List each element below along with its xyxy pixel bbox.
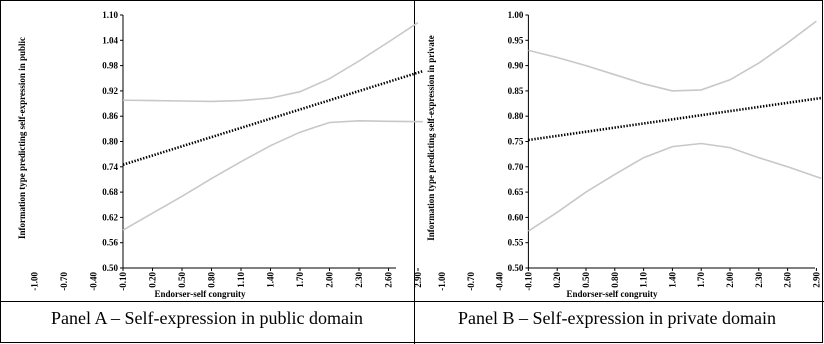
panel-b-x-tick-label: 1.10 <box>639 272 649 288</box>
panel-b-ylabel-wrap: Information type predicting self-express… <box>426 35 436 240</box>
panel-b-y-tick-label: 0.80 <box>508 111 524 121</box>
panel-a-series <box>122 21 424 231</box>
panel-a-ylabel-wrap: Information type predicting self-express… <box>17 37 27 239</box>
panel-b-y-tick-label: 0.65 <box>508 187 524 197</box>
panel-a-x-tick-label: -1.00 <box>30 272 40 291</box>
panel-a-x-tick-label: 2.60 <box>384 272 394 288</box>
panel-b-series-upper-bound <box>528 20 817 92</box>
panel-a-x-tick-label: 0.80 <box>207 272 217 288</box>
panel-b-x-tick-label: 1.40 <box>667 272 677 288</box>
panel-b-ylabel: Information type predicting self-express… <box>426 35 436 240</box>
panel-a-y-tick-label: 1.10 <box>102 10 118 20</box>
panel-a-x-tick-label: 0.50 <box>177 272 187 288</box>
panel-a-y-tick-label: 0.92 <box>102 86 118 96</box>
panel-a-x-tick-label: 1.10 <box>236 272 246 288</box>
panel-a-y-ticks: 0.50 0.56 0.62 0.68 0.74 0.80 0.86 0.92 0.98 1.04… <box>102 10 123 273</box>
panel-b-xlabel: Endorser-self congruity <box>567 289 658 299</box>
panel-a-x-tick-label: 2.00 <box>325 272 335 288</box>
panel-b-x-tick-label: 0.50 <box>581 272 591 288</box>
panel-b-y-tick-label: 0.70 <box>508 162 524 172</box>
panel-a-x-ticks: -1.00 -0.70 -0.40 -0.10 0.20 0.50 0.80 1.10 1.40… <box>30 268 423 291</box>
panel-b-x-tick-label: 0.80 <box>610 272 620 288</box>
panel-b-y-tick-label: 0.50 <box>508 263 524 273</box>
panel-b-y-tick-label: 1.00 <box>508 10 524 20</box>
panel-a-x-tick-label: -0.10 <box>118 272 128 291</box>
panel-a-y-tick-label: 0.68 <box>102 187 118 197</box>
panel-a-y-tick-label: 0.80 <box>102 137 118 147</box>
panel-a-x-tick-label: 0.20 <box>148 272 158 288</box>
panel-a-y-tick-label: 0.62 <box>102 212 118 222</box>
panel-a-y-tick-label: 1.04 <box>102 35 118 45</box>
panel-a-series-lower-bound <box>122 119 423 231</box>
panel-b-x-tick-label: 1.70 <box>696 272 706 288</box>
panel-a-series-estimate <box>122 69 424 166</box>
panel-b-series-estimate <box>528 96 822 142</box>
panel-a-x-tick-label: -0.70 <box>59 272 69 291</box>
panel-b-x-tick-label: -0.40 <box>495 272 505 291</box>
panel-b-y-tick-label: 0.60 <box>508 212 524 222</box>
panel-b-x-ticks: -1.00 -0.70 -0.40 -0.10 0.20 0.50 0.80 1.10 1.40… <box>437 268 821 291</box>
panel-a-y-tick-label: 0.98 <box>102 61 118 71</box>
panel-a-y-tick-label: 0.74 <box>102 162 118 172</box>
panel-a-y-tick-label: 0.50 <box>102 263 118 273</box>
panel-a-x-tick-label: 2.30 <box>354 272 364 288</box>
panel-a-xlabel: Endorser-self congruity <box>155 289 246 299</box>
panel-b-y-tick-label: 0.75 <box>508 137 524 147</box>
panel-b-series-lower-bound <box>527 142 822 232</box>
panel-a-series-upper-bound <box>122 21 419 103</box>
panel-b-y-ticks: 0.50 0.55 0.60 0.65 0.70 0.75 0.80 0.85 0.90 0.95… <box>508 10 529 273</box>
panel-a-caption: Panel A – Self-expression in public doma… <box>51 308 363 328</box>
panel-b: Information type predicting self-express… <box>426 10 822 328</box>
panel-b-x-tick-label: 2.90 <box>811 272 821 288</box>
panel-a: Information type predicting self-express… <box>17 10 424 328</box>
panel-a-x-tick-label: 2.90 <box>413 272 423 288</box>
panel-b-x-tick-label: 2.60 <box>783 272 793 288</box>
panel-b-y-tick-label: 0.85 <box>508 86 524 96</box>
panel-b-axes <box>527 15 815 269</box>
panel-a-y-tick-label: 0.56 <box>102 238 118 248</box>
panel-a-axes <box>122 15 396 269</box>
panel-b-x-tick-label: -0.70 <box>466 272 476 291</box>
panel-a-y-tick-label: 0.86 <box>102 111 118 121</box>
panel-b-series <box>527 20 822 232</box>
panel-a-ylabel: Information type predicting self-express… <box>17 37 27 239</box>
panel-b-x-tick-label: 0.20 <box>552 272 562 288</box>
panel-b-x-tick-label: -0.10 <box>523 272 533 291</box>
panel-a-x-tick-label: -0.40 <box>89 272 99 291</box>
panel-b-x-tick-label: 2.30 <box>754 272 764 288</box>
panel-b-x-tick-label: -1.00 <box>437 272 447 291</box>
panel-a-x-tick-label: 1.70 <box>295 272 305 288</box>
panel-b-x-tick-label: 2.00 <box>725 272 735 288</box>
panel-b-y-tick-label: 0.95 <box>508 35 524 45</box>
panel-b-y-tick-label: 0.55 <box>508 238 524 248</box>
panel-a-x-tick-label: 1.40 <box>266 272 276 288</box>
panel-b-caption: Panel B – Self-expression in private dom… <box>458 308 776 328</box>
panel-b-y-tick-label: 0.90 <box>508 61 524 71</box>
